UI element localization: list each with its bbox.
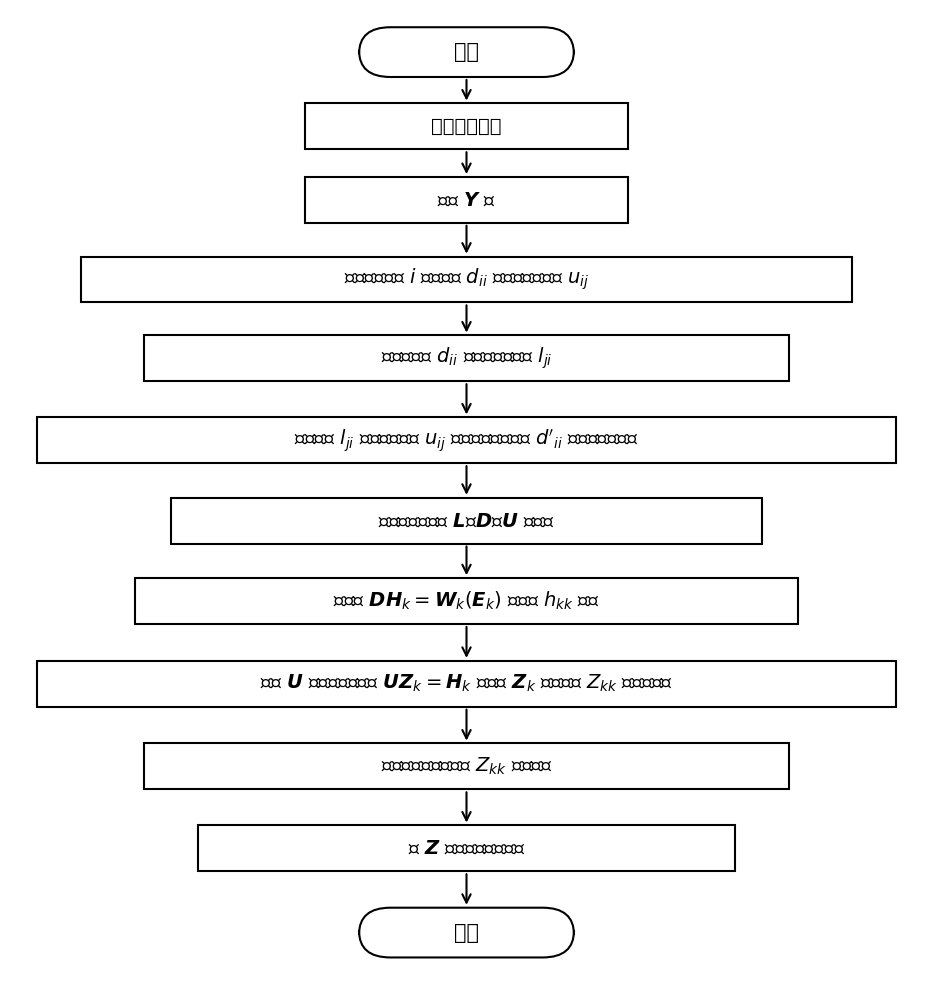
Text: 按对称性得 $d_{ii}$ 以下的非零元素 $l_{ji}$: 按对称性得 $d_{ii}$ 以下的非零元素 $l_{ji}$ [381, 346, 552, 371]
Bar [305, 103, 628, 149]
Text: 重复上述过程得 $\boldsymbol{L}$、$\boldsymbol{D}$、$\boldsymbol{U}$ 因子阵: 重复上述过程得 $\boldsymbol{L}$、$\boldsymbol{D}… [378, 511, 555, 530]
Bar [144, 335, 789, 381]
Bar [305, 177, 628, 223]
Text: 判断并计算第 $i$ 行对角元 $d_{ii}$ 以右的非零元素 $u_{ij}$: 判断并计算第 $i$ 行对角元 $d_{ii}$ 以右的非零元素 $u_{ij}… [344, 267, 589, 292]
Bar [135, 578, 798, 624]
Bar [171, 498, 762, 544]
FancyBboxPatch shape [359, 27, 574, 77]
Text: 根据 $\boldsymbol{U}$ 阵元素稀疏性对 $\boldsymbol{UZ}_k{=}\boldsymbol{H}_k$ 方程求 $\boldsym: 根据 $\boldsymbol{U}$ 阵元素稀疏性对 $\boldsymbol… [260, 673, 673, 694]
Bar [144, 743, 789, 789]
FancyBboxPatch shape [359, 908, 574, 957]
Text: 形成 $\boldsymbol{Y}$ 阵: 形成 $\boldsymbol{Y}$ 阵 [438, 190, 495, 209]
Text: 开始: 开始 [454, 42, 479, 62]
Text: 读取数据文件: 读取数据文件 [431, 117, 502, 136]
Bar [36, 661, 897, 707]
Text: 结束: 结束 [454, 923, 479, 943]
Text: 根据对称性求对角元 $Z_{kk}$ 以左元素: 根据对称性求对角元 $Z_{kk}$ 以左元素 [381, 756, 552, 777]
Bar [198, 825, 735, 871]
Bar [81, 257, 852, 302]
Text: 对方程 $\boldsymbol{DH}_k{=}\boldsymbol{W}_k(\boldsymbol{E}_k)$ 仅求取 $h_{kk}$ 元素: 对方程 $\boldsymbol{DH}_k{=}\boldsymbol{W}_… [333, 590, 600, 612]
Bar [36, 417, 897, 463]
Text: 计算各个 $l_{ji}$ 元素所在行和 $u_{ij}$ 元素所在列相交的 $d'_{ii}$ 及以右所有元素: 计算各个 $l_{ji}$ 元素所在行和 $u_{ij}$ 元素所在列相交的 $… [294, 427, 639, 454]
Text: 写 $\boldsymbol{Z}$ 阵数据到数据文件: 写 $\boldsymbol{Z}$ 阵数据到数据文件 [408, 839, 525, 858]
